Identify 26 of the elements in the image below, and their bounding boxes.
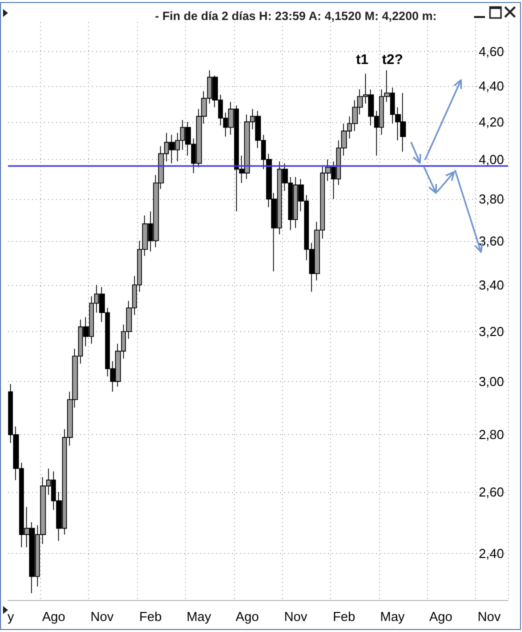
y-tick-label: 2,40 xyxy=(478,546,504,562)
x-tick-label: y xyxy=(7,609,14,624)
x-tick-label: Ago xyxy=(42,609,66,624)
x-tick-label: Feb xyxy=(139,609,162,624)
y-tick-label: 4,00 xyxy=(478,152,504,167)
y-tick-label: 4,20 xyxy=(478,114,504,130)
y-tick-label: 3,20 xyxy=(478,324,504,340)
x-tick-label: May xyxy=(380,609,406,624)
chart-title: - Fin de día 2 días H: 23:59 A: 4,1520 M: 4,2200 m: xyxy=(155,9,437,23)
annotation: t2? xyxy=(382,51,403,67)
y-tick-label: 3,60 xyxy=(478,233,504,248)
y-tick-label: 4,60 xyxy=(478,44,504,60)
x-tick-label: Ago xyxy=(236,609,259,624)
y-tick-label: 3,00 xyxy=(478,374,504,389)
y-tick-label: 4,40 xyxy=(478,78,504,94)
x-tick-label: Feb xyxy=(332,609,356,624)
y-tick-label: 3,40 xyxy=(478,277,504,292)
annotation: t1 xyxy=(356,51,369,67)
x-tick-label: Nov xyxy=(284,609,308,624)
x-tick-label: May xyxy=(186,609,212,624)
y-tick-label: 3,80 xyxy=(478,192,504,207)
x-tick-label: Nov xyxy=(90,609,114,624)
x-tick-label: Ago xyxy=(429,609,452,624)
y-tick-label: 2,80 xyxy=(478,427,504,442)
x-tick-label: Nov xyxy=(478,609,502,624)
y-tick-label: 2,60 xyxy=(478,484,504,500)
